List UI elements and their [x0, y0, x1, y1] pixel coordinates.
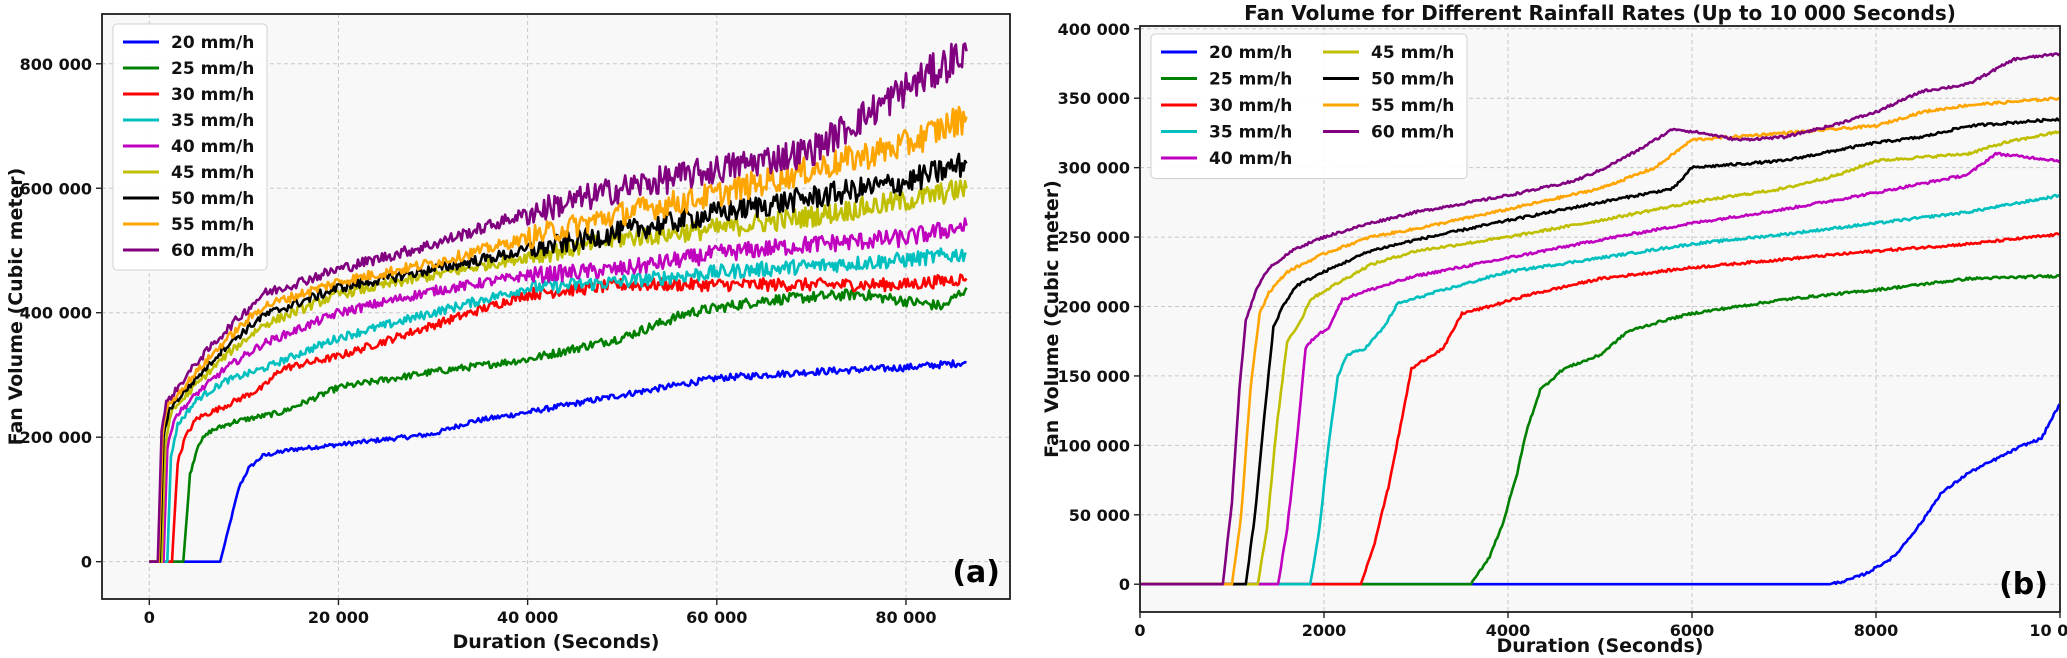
- y-tick-label: 400 000: [20, 304, 92, 323]
- x-tick-label: 6000: [1670, 621, 1715, 640]
- legend-item: 45 mm/h: [123, 163, 254, 183]
- series-line-40mmh: [149, 217, 968, 563]
- legend-label: 35 mm/h: [171, 111, 254, 131]
- legend-item: 45 mm/h: [1323, 43, 1454, 63]
- legend-item: 50 mm/h: [1323, 70, 1454, 90]
- legend-item: 50 mm/h: [123, 189, 254, 209]
- legend-label: 20 mm/h: [1209, 43, 1292, 63]
- plot-frame: [1139, 25, 2061, 613]
- legend-item: 40 mm/h: [123, 137, 254, 157]
- chart-panel-a: 0 20 000 40 000 60 000 80 000 0 200 000 400 000…: [5, 13, 1011, 653]
- legend-frame: [1150, 33, 1468, 179]
- y-tick-label: 400 000: [1058, 20, 1130, 39]
- series-line-50mmh: [1140, 117, 2060, 586]
- y-tick-label: 800 000: [20, 55, 92, 74]
- series-line-45mmh: [149, 179, 968, 563]
- legend-label: 55 mm/h: [171, 215, 254, 235]
- legend-label: 25 mm/h: [171, 59, 254, 79]
- legend-item: 55 mm/h: [123, 215, 254, 235]
- y-tick-label: 350 000: [1058, 89, 1130, 108]
- y-axis-label: Fan Volume (Cubic meter): [1041, 180, 1063, 458]
- y-tick-label: 100 000: [1058, 436, 1130, 455]
- x-tick-label: 0: [1134, 621, 1145, 640]
- y-tick-label: 150 000: [1058, 367, 1130, 386]
- panel-label: (a): [952, 555, 1000, 590]
- x-tick-label: 4000: [1486, 621, 1531, 640]
- legend-item: 35 mm/h: [123, 111, 254, 131]
- y-axis-label: Fan Volume (Cubic meter): [5, 168, 27, 446]
- legend-item: 20 mm/h: [1161, 43, 1292, 63]
- legend-item: 30 mm/h: [1161, 96, 1292, 116]
- x-axis-label: Duration (Seconds): [453, 631, 660, 653]
- legend-label: 60 mm/h: [171, 241, 254, 261]
- legend-item: 60 mm/h: [1323, 123, 1454, 143]
- series-line-55mmh: [149, 105, 968, 563]
- legend-item: 40 mm/h: [1161, 149, 1292, 169]
- legend-label: 55 mm/h: [1371, 96, 1454, 116]
- legend-label: 30 mm/h: [1209, 96, 1292, 116]
- legend-label: 50 mm/h: [1371, 70, 1454, 90]
- series-line-40mmh: [1140, 151, 2060, 586]
- legend-item: 55 mm/h: [1323, 96, 1454, 116]
- series-line-60mmh: [149, 42, 968, 563]
- series-group: [149, 42, 968, 563]
- y-tick-label: 300 000: [1058, 159, 1130, 178]
- legend-label: 60 mm/h: [1371, 123, 1454, 143]
- x-tick-label: 0: [144, 608, 155, 627]
- legend: 20 mm/h 25 mm/h 30 mm/h 35 mm/h 40 mm/h 45 mm…: [1150, 33, 1468, 179]
- y-tick-label: 200 000: [1058, 298, 1130, 317]
- legend-label: 20 mm/h: [171, 33, 254, 53]
- series-line-55mmh: [1140, 96, 2060, 586]
- series-line-20mmh: [149, 359, 967, 563]
- legend-item: 20 mm/h: [123, 33, 254, 53]
- legend-label: 30 mm/h: [171, 85, 254, 105]
- y-tick-label: 50 000: [1069, 506, 1130, 525]
- legend-item: 35 mm/h: [1161, 123, 1292, 143]
- legend-label: 25 mm/h: [1209, 70, 1292, 90]
- x-tick-label: 20 000: [308, 608, 369, 627]
- legend-label: 50 mm/h: [171, 189, 254, 209]
- legend-item: 25 mm/h: [1161, 70, 1292, 90]
- series-line-35mmh: [149, 247, 967, 563]
- panel-label: (b): [1999, 567, 2048, 602]
- chart-title: Fan Volume for Different Rainfall Rates …: [1244, 1, 1956, 25]
- x-axis-label: Duration (Seconds): [1497, 635, 1704, 657]
- y-tick-label: 600 000: [20, 179, 92, 198]
- series-line-25mmh: [149, 287, 968, 563]
- x-tick-label: 40 000: [497, 608, 558, 627]
- legend-item: 25 mm/h: [123, 59, 254, 79]
- x-tick-label: 10 000: [2029, 621, 2067, 640]
- legend-label: 40 mm/h: [1209, 149, 1292, 169]
- series-line-35mmh: [1140, 193, 2060, 586]
- y-tick-label: 200 000: [20, 428, 92, 447]
- plot-frame: [101, 13, 1011, 600]
- legend-item: 60 mm/h: [123, 241, 254, 261]
- legend-label: 40 mm/h: [171, 137, 254, 157]
- series-group: [1140, 52, 2060, 586]
- legend-item: 30 mm/h: [123, 85, 254, 105]
- legend-label: 35 mm/h: [1209, 123, 1292, 143]
- y-tick-label: 250 000: [1058, 228, 1130, 247]
- legend: 20 mm/h 25 mm/h 30 mm/h 35 mm/h 40 mm/h 45 mm…: [112, 23, 268, 271]
- legend-label: 45 mm/h: [171, 163, 254, 183]
- legend-frame: [112, 23, 268, 271]
- x-tick-label: 80 000: [875, 608, 936, 627]
- series-line-60mmh: [1140, 52, 2060, 586]
- y-tick-label: 0: [81, 553, 92, 572]
- y-tick-label: 0: [1119, 575, 1130, 594]
- x-tick-label: 2000: [1302, 621, 1347, 640]
- legend-label: 45 mm/h: [1371, 43, 1454, 63]
- x-tick-label: 60 000: [686, 608, 747, 627]
- series-line-45mmh: [1140, 130, 2060, 586]
- chart-panel-b: 0 2000 4000 6000 8000 10 000 0 50 000 100 000 150…: [1041, 1, 2067, 657]
- x-tick-label: 8000: [1854, 621, 1899, 640]
